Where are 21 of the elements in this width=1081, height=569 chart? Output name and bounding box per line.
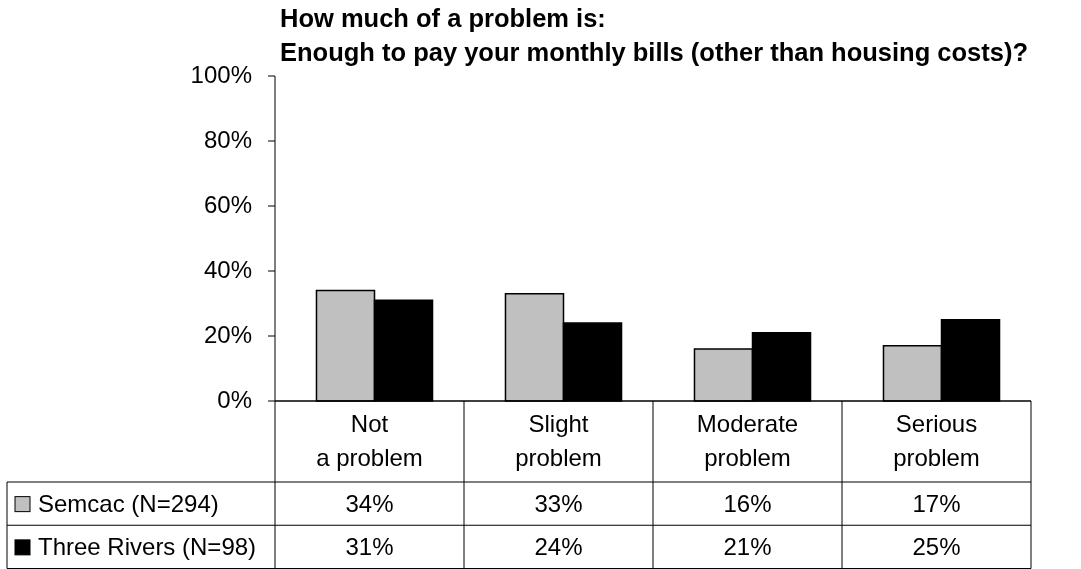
data-label: 21%	[723, 533, 772, 561]
legend-label: Three Rivers (N=98)	[38, 533, 257, 561]
x-tick-label: Not a problem	[316, 410, 423, 471]
data-label: 31%	[345, 533, 394, 561]
data-label: 24%	[534, 533, 583, 561]
legend-label: Semcac (N=294)	[38, 490, 219, 518]
data-label: 34%	[345, 490, 394, 518]
data-label: 16%	[723, 490, 772, 518]
x-tick-label: Moderate problem	[696, 410, 799, 471]
y-tick-label: 80%	[203, 126, 252, 154]
data-label: 25%	[912, 533, 961, 561]
y-tick-label: 20%	[203, 321, 252, 349]
y-tick-label: 60%	[203, 191, 252, 219]
x-tick-label: Serious problem	[893, 410, 980, 471]
data-label: 33%	[534, 490, 583, 518]
chart-title: How much of a problem is: Enough to pay your monthly bills (other than housing costs)?	[280, 4, 1028, 66]
y-tick-label: 40%	[203, 256, 252, 284]
data-label: 17%	[912, 490, 961, 518]
x-tick-label: Slight problem	[515, 410, 602, 471]
y-tick-label: 100%	[190, 61, 252, 89]
y-tick-label: 0%	[217, 386, 252, 414]
